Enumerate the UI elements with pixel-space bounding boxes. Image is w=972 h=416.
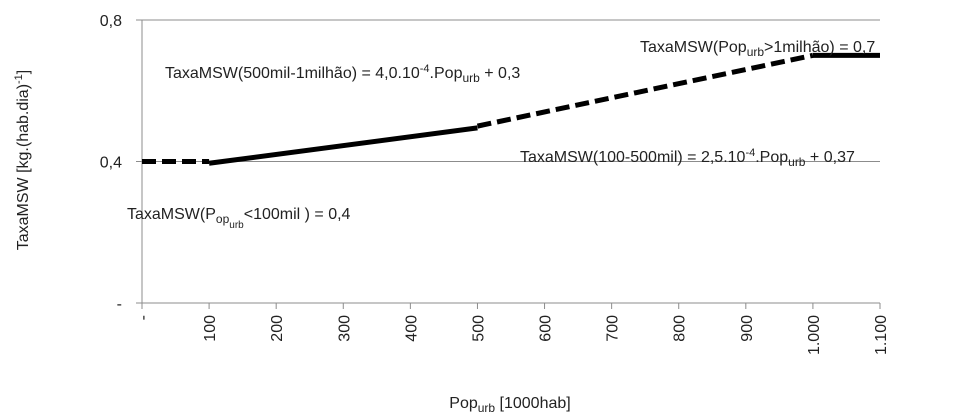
x-axis-title: Popurb [1000hab] [449,395,570,415]
x-tick-label: 100 [202,315,219,342]
text-part: -4 [420,63,430,75]
text-part: -4 [745,147,755,159]
text-part: ] [15,70,32,74]
text-part: >1milhão) = 0,7 [764,39,875,56]
x-tick-label: 1.000 [806,315,823,355]
annotation: TaxaMSW(Popurb<100mil ) = 0,4 [127,206,351,231]
line-segment [208,125,478,166]
y-axis-title: TaxaMSW [kg.(hab.dia)-1] [13,70,32,251]
text-part: Pop [449,395,478,412]
x-tick-label: - [135,315,152,320]
line-segment [476,52,814,129]
text-part: TaxaMSW(P [127,206,216,223]
text-part: urb [462,71,480,85]
text-part: + 0,3 [480,65,521,82]
x-tick-label: 800 [672,315,689,342]
x-tick-label: 1.100 [873,315,890,355]
text-part: <100mil ) = 0,4 [244,206,351,223]
text-part: urb [788,155,806,169]
text-part: TaxaMSW(100-500mil) = 2,5.10 [520,149,746,166]
x-tick-label: 300 [336,315,353,342]
text-part: .Pop [430,65,463,82]
annotation: TaxaMSW(Popurb>1milhão) = 0,7 [640,39,875,59]
text-part: .Pop [755,149,788,166]
text-part: [1000hab] [495,395,571,412]
x-tick-label: 900 [739,315,756,342]
annotation: TaxaMSW(500mil-1milhão) = 4,0.10-4.Popur… [165,63,520,85]
text-part: TaxaMSW(Pop [640,39,747,56]
y-tick-label: 0,4 [100,155,122,172]
text-part: urb [747,45,765,59]
text-part: TaxaMSW [kg.(hab.dia) [15,84,32,250]
text-part: -1 [13,74,25,84]
y-tick-label: - [117,296,122,313]
text-part: TaxaMSW(500mil-1milhão) = 4,0.10 [165,65,420,82]
text-part: urb [478,401,496,415]
x-tick-label: 400 [403,315,420,342]
x-tick-label: 200 [269,315,286,342]
annotation: TaxaMSW(100-500mil) = 2,5.10-4.Popurb + … [520,147,855,169]
text-part: urb [229,220,244,231]
x-tick-label: 500 [470,315,487,342]
text-part: + 0,37 [805,149,854,166]
x-tick-label: 600 [538,315,555,342]
text-part: op [216,212,230,226]
x-tick-label: 700 [605,315,622,342]
y-tick-label: 0,8 [100,13,122,30]
